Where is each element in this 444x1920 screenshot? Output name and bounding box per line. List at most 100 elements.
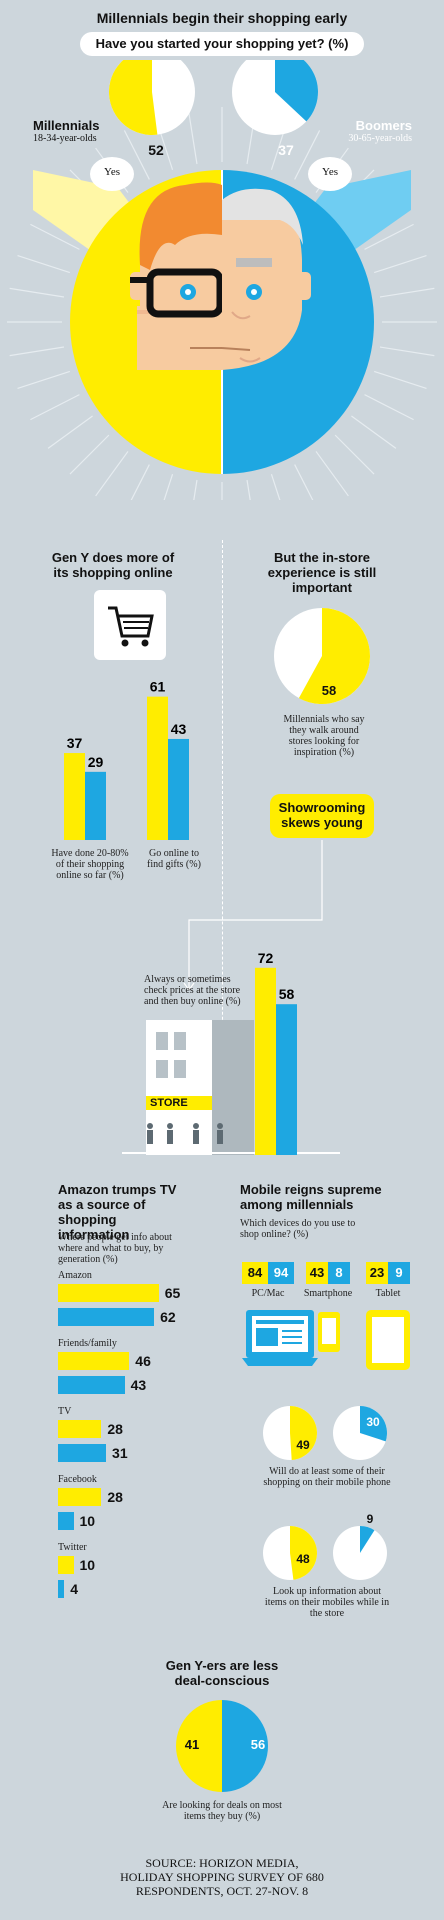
device-tablet-label: Tablet bbox=[375, 1288, 401, 1299]
millennials-yes-bubble bbox=[90, 157, 134, 191]
sunburst-ray bbox=[315, 451, 349, 497]
store-sign: STORE bbox=[150, 1097, 188, 1109]
store-side-building bbox=[210, 1020, 254, 1155]
deals-boomers-value: 56 bbox=[250, 1737, 266, 1752]
millennials-yes-text: Yes bbox=[103, 166, 120, 178]
phone-shopping-boomers-value: 30 bbox=[366, 1415, 380, 1429]
amazon-bar-geny bbox=[58, 1488, 102, 1506]
amazon-value-geny: 65 bbox=[164, 1285, 181, 1301]
bar-value-geny: 37 bbox=[67, 735, 83, 751]
sunburst-ray bbox=[130, 464, 150, 500]
device-smartphone-label: Smartphone bbox=[303, 1288, 353, 1299]
phone-shopping-geny-slice bbox=[290, 1406, 318, 1460]
device-smartphone-boomers: 8 bbox=[328, 1262, 350, 1284]
bar-boomers bbox=[168, 738, 189, 840]
phone-lookup-label: Look up information about items on their… bbox=[264, 1586, 390, 1619]
mobile-subtitle: Which devices do you use to shop online?… bbox=[240, 1218, 356, 1240]
amazon-value-boomers: 31 bbox=[112, 1445, 128, 1461]
deals-geny-value: 41 bbox=[184, 1737, 200, 1752]
instore-pie bbox=[274, 608, 370, 704]
amazon-bar-boomers bbox=[58, 1512, 74, 1530]
sunburst-ray bbox=[379, 287, 435, 298]
connector-arrow bbox=[183, 840, 323, 992]
mobile-title: Mobile reigns supreme among millennials bbox=[240, 1182, 382, 1212]
amazon-bar-geny bbox=[58, 1352, 130, 1370]
device-tablet-boomers: 9 bbox=[388, 1262, 410, 1284]
amazon-bar-geny bbox=[58, 1556, 74, 1574]
millennials-pie-value: 52 bbox=[148, 142, 164, 158]
sunburst-ray bbox=[270, 473, 281, 500]
device-icons bbox=[242, 1310, 410, 1370]
deals-label: Are looking for deals on most items they… bbox=[162, 1800, 282, 1822]
pedestrians bbox=[147, 1123, 223, 1144]
instore-title: But the in-store experience is still imp… bbox=[267, 550, 377, 595]
amazon-bar-boomers bbox=[58, 1444, 107, 1462]
sunburst-ray bbox=[351, 415, 397, 449]
amazon-rows: Amazon 65 62 Friends/family 46 43 TV 28 31 Facebo… bbox=[58, 1270, 228, 1620]
bar-value-geny: 72 bbox=[258, 950, 274, 966]
source-note: SOURCE: HORIZON MEDIA, HOLIDAY SHOPPING … bbox=[120, 1856, 324, 1898]
bar-boomers bbox=[85, 771, 106, 840]
phone-shopping-geny-value: 49 bbox=[296, 1438, 310, 1452]
sunburst-ray bbox=[17, 370, 71, 390]
bar-geny bbox=[147, 696, 168, 840]
page-title: Millennials begin their shopping early bbox=[96, 10, 348, 26]
sunburst-ray bbox=[30, 223, 80, 250]
sunburst-ray bbox=[246, 479, 251, 500]
millennials-sublabel: 18-34-year-olds bbox=[33, 133, 97, 144]
bar-value-geny: 61 bbox=[150, 680, 166, 695]
device-pc-boomers: 94 bbox=[268, 1262, 294, 1284]
bar-value-boomers: 43 bbox=[171, 721, 187, 737]
sunburst-ray bbox=[373, 254, 427, 274]
online-bars: 37 29 61 43 bbox=[64, 680, 189, 840]
sunburst-ray bbox=[123, 130, 150, 180]
sunburst-ray bbox=[364, 394, 414, 421]
phone-lookup-geny-slice bbox=[290, 1526, 318, 1580]
phone-shopping-pies bbox=[263, 1406, 387, 1460]
boomers-label: Boomers bbox=[355, 118, 412, 133]
deals-title: Gen Y-ers are less deal-conscious bbox=[165, 1658, 279, 1688]
sunburst-ray bbox=[379, 346, 435, 357]
tablet-icon bbox=[366, 1310, 410, 1370]
sunburst-ray bbox=[47, 415, 93, 449]
boomers-sublabel: 30-65-year-olds bbox=[348, 133, 412, 144]
section-divider bbox=[222, 540, 223, 1070]
bar-boomers bbox=[276, 1004, 297, 1155]
sunburst-ray bbox=[334, 434, 375, 475]
boomers-yes-text: Yes bbox=[321, 166, 338, 178]
amazon-title: Amazon trumps TV as a source of shopping… bbox=[58, 1182, 177, 1242]
instore-value: 58 bbox=[321, 683, 337, 698]
amazon-value-boomers: 4 bbox=[70, 1581, 78, 1597]
sunburst-ray bbox=[294, 464, 314, 500]
deals-boomers-half bbox=[222, 1700, 268, 1792]
amazon-value-boomers: 10 bbox=[79, 1513, 96, 1529]
boomers-pie-value: 37 bbox=[278, 142, 294, 158]
amazon-bar-geny bbox=[58, 1420, 102, 1438]
sunburst-ray bbox=[69, 434, 110, 475]
instore-label: Millennials who say they walk around sto… bbox=[283, 714, 365, 758]
phone-lookup-boomers-value: 9 bbox=[366, 1512, 374, 1526]
sunburst-ray bbox=[193, 479, 198, 500]
sunburst-ray bbox=[9, 346, 65, 357]
boomers-pie-slice bbox=[275, 60, 318, 122]
showroom-label: Always or sometimes check prices at the … bbox=[144, 974, 241, 1007]
millennials-pie-slice bbox=[109, 60, 158, 135]
sunburst-ray bbox=[9, 287, 65, 298]
amazon-value-boomers: 62 bbox=[160, 1309, 176, 1325]
boomers-label-box: Boomers 30-65-year-olds bbox=[322, 118, 412, 144]
phone-lookup-pies bbox=[263, 1526, 387, 1580]
showroom-bars: 72 58 bbox=[255, 950, 297, 1155]
amazon-row-label: TV bbox=[58, 1406, 72, 1417]
boomers-yes-bubble bbox=[308, 157, 352, 191]
device-smartphone-geny: 43 bbox=[306, 1262, 328, 1284]
device-tablet-geny: 23 bbox=[366, 1262, 388, 1284]
smartphone-icon bbox=[318, 1312, 340, 1352]
amazon-value-geny: 10 bbox=[79, 1557, 96, 1573]
amazon-row-label: Twitter bbox=[58, 1542, 87, 1553]
phone-lookup-boomers-slice bbox=[360, 1526, 375, 1553]
amazon-value-geny: 28 bbox=[107, 1489, 123, 1505]
bar-value-boomers: 29 bbox=[88, 754, 104, 770]
amazon-subtitle: Where people get info about where and wh… bbox=[58, 1232, 172, 1265]
bar-geny bbox=[255, 967, 276, 1155]
online-title: Gen Y does more of its shopping online bbox=[51, 550, 175, 580]
